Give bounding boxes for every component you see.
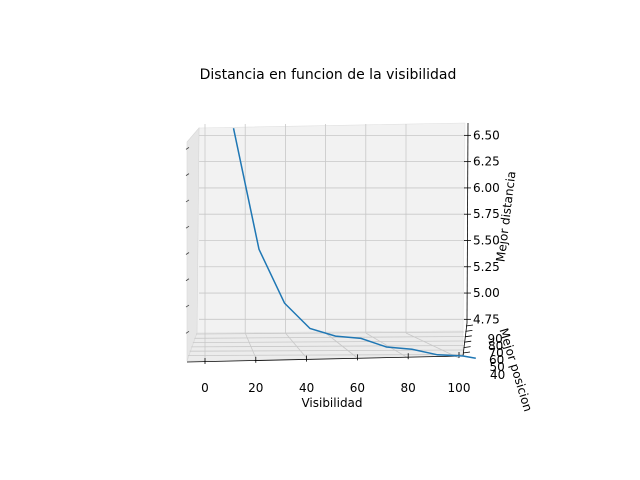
side-tick <box>185 252 190 255</box>
z-tick-label: 5.75 <box>473 207 500 221</box>
x-axis-label: Visibilidad <box>301 396 362 410</box>
x-tick-label: 40 <box>299 381 314 395</box>
y-tick-label: 90 <box>488 332 503 346</box>
x-tick-label: 100 <box>448 381 471 395</box>
grid-lines <box>187 124 465 359</box>
side-tick <box>185 199 190 203</box>
x-tick-label: 80 <box>401 381 416 395</box>
x-tick-label: 20 <box>248 381 263 395</box>
floor-gridline <box>187 354 465 356</box>
z-tick-label: 5.25 <box>473 260 500 274</box>
x-tick-marks: 0 20 40 60 80 100 <box>201 352 470 395</box>
z-tick-label: 4.75 <box>473 312 500 326</box>
back-pane <box>196 122 466 334</box>
side-tick <box>185 331 190 334</box>
floor-gridline <box>191 345 465 348</box>
side-tick <box>185 225 190 229</box>
y-tick-label: 50 <box>490 360 505 374</box>
y-tick-label: 40 <box>490 368 505 382</box>
y-tick-label: 80 <box>488 339 503 353</box>
floor-gridline <box>244 332 257 359</box>
y-tick <box>462 351 471 354</box>
y-tick <box>465 324 474 327</box>
floor-gridline <box>195 331 465 335</box>
z-axis-line <box>466 122 469 324</box>
floor-gridline <box>285 332 307 359</box>
y-tick-label: 70 <box>489 346 504 360</box>
chart-title: Distancia en funcion de la visibilidad <box>200 67 457 83</box>
y-tick <box>464 340 472 343</box>
x-axis-line <box>186 355 464 363</box>
series-points <box>233 128 476 359</box>
y-tick-label: 60 <box>489 353 504 367</box>
z-tick-label: 6.00 <box>473 181 500 195</box>
side-tick <box>185 147 190 150</box>
left-pane-ticks <box>185 147 190 334</box>
z-tick-label: 5.00 <box>473 286 500 300</box>
y-tick <box>464 335 472 338</box>
y-tick <box>463 346 471 348</box>
z-tick-marks: 4.75 5.00 5.25 5.50 5.75 6.00 6.25 6.50 <box>464 128 500 326</box>
z-tick-label: 5.50 <box>473 233 500 247</box>
side-pane <box>186 127 200 362</box>
z-tick-label: 6.50 <box>473 128 500 142</box>
floor-gridline <box>192 340 465 343</box>
side-tick <box>185 173 190 176</box>
x-tick-label: 60 <box>350 381 365 395</box>
side-tick <box>185 278 190 282</box>
x-tick-label: 0 <box>201 381 209 395</box>
z-tick-label: 6.25 <box>473 155 500 169</box>
side-tick <box>185 304 190 308</box>
y-axis-line <box>462 322 468 357</box>
y-tick <box>465 330 473 332</box>
floor-gridline <box>194 336 465 339</box>
